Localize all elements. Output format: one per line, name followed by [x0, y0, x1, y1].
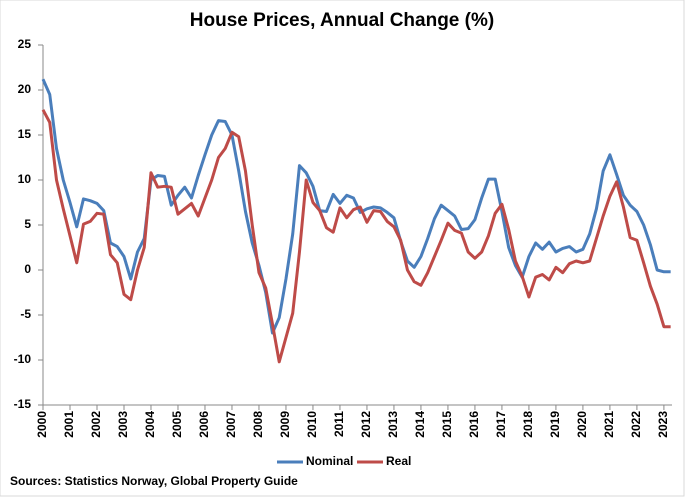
chart-title: House Prices, Annual Change (%): [190, 10, 494, 31]
x-tick-label: 2002: [89, 411, 103, 438]
x-tick-label: 2020: [575, 411, 589, 438]
x-tick-label: 2012: [359, 411, 373, 438]
x-tick-label: 2023: [656, 411, 670, 438]
x-tick-label: 2013: [386, 411, 400, 438]
x-tick-label: 2011: [332, 411, 346, 437]
y-tick-label: 5: [24, 217, 31, 231]
x-tick-label: 2004: [143, 411, 157, 438]
source-note: Sources: Statistics Norway, Global Prope…: [10, 474, 298, 488]
y-tick-label: -10: [14, 352, 32, 366]
x-tick-label: 2014: [413, 411, 427, 438]
legend-label: Nominal: [306, 454, 353, 468]
y-tick-label: 20: [18, 82, 32, 96]
x-tick-label: 2021: [602, 411, 616, 438]
x-tick-label: 2006: [197, 411, 211, 438]
legend-label: Real: [386, 454, 411, 468]
x-tick-label: 2016: [467, 411, 481, 438]
x-tick-label: 2001: [62, 411, 76, 438]
y-tick-label: -5: [20, 307, 31, 321]
y-tick-label: -15: [14, 397, 32, 411]
x-tick-label: 2005: [170, 411, 184, 438]
x-tick-label: 2007: [224, 411, 238, 438]
x-tick-label: 2008: [251, 411, 265, 438]
x-tick-label: 2015: [440, 411, 454, 438]
x-tick-label: 2003: [116, 411, 130, 438]
y-tick-label: 0: [24, 262, 31, 276]
x-tick-label: 2017: [494, 411, 508, 438]
x-tick-label: 2009: [278, 411, 292, 438]
x-tick-label: 2019: [548, 411, 562, 438]
y-tick-label: 10: [18, 172, 32, 186]
x-tick-label: 2018: [521, 411, 535, 438]
y-tick-label: 25: [18, 37, 32, 51]
x-tick-label: 2022: [629, 411, 643, 438]
y-tick-label: 15: [18, 127, 32, 141]
x-tick-label: 2010: [305, 411, 319, 438]
x-tick-label: 2000: [35, 411, 49, 438]
series-line: [41, 109, 671, 364]
